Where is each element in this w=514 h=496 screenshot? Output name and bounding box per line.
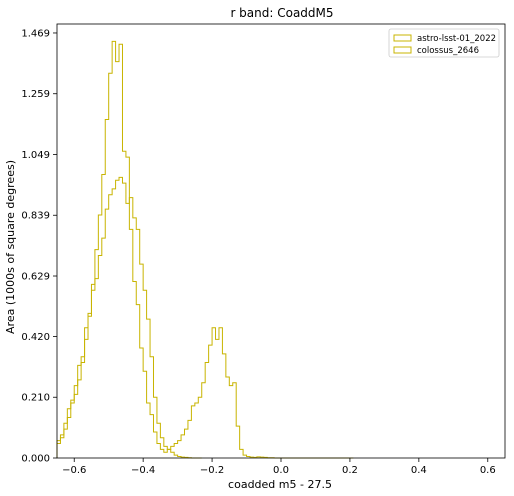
x-axis-label: coadded m5 - 27.5 [228,478,332,491]
legend-box [388,28,500,58]
legend-label-2: colossus_2646 [417,46,479,56]
y-tick-label: 0.839 [21,211,50,222]
legend: astro-lsst-01_2022 colossus_2646 [388,28,500,58]
legend-label-1: astro-lsst-01_2022 [417,34,496,44]
x-tick-label: −0.4 [131,465,155,476]
y-tick-label: 0.629 [21,272,50,283]
y-tick-label: 0.420 [21,332,50,343]
y-tick-label: 0.000 [21,454,50,465]
x-tick-label: 0.2 [342,465,358,476]
chart-title: r band: CoaddM5 [230,6,333,20]
legend-swatch-1 [393,34,412,42]
y-tick-label: 0.210 [21,393,50,404]
x-tick-label: −0.2 [200,465,224,476]
y-tick-label: 1.259 [21,89,50,100]
x-tick-label: 0.0 [273,465,289,476]
plot-area: −0.6 −0.4 −0.2 0.0 0.2 0.4 0.6 0.000 0.210 0.420 0… [21,23,506,476]
histogram-series-1 [56,176,202,459]
y-tick-label: 1.469 [21,28,50,39]
x-tick-label: 0.6 [480,465,496,476]
x-tick-label: −0.6 [62,465,86,476]
y-axis-label: Area (1000s of square degrees) [4,160,17,334]
legend-swatch-2 [393,46,412,54]
x-tick-label: 0.4 [411,465,427,476]
y-tick-label: 1.049 [21,150,50,161]
